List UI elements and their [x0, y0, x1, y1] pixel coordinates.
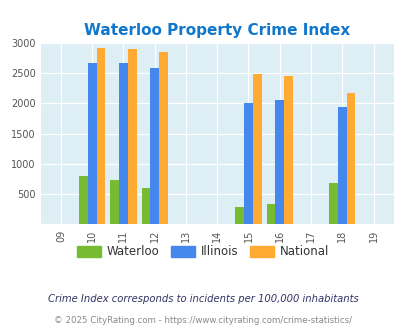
Bar	[243, 103, 252, 224]
Bar	[96, 48, 105, 224]
Bar	[284, 76, 292, 224]
Bar	[159, 52, 167, 224]
Bar	[79, 176, 87, 224]
Bar	[87, 63, 96, 224]
Text: © 2025 CityRating.com - https://www.cityrating.com/crime-statistics/: © 2025 CityRating.com - https://www.city…	[54, 316, 351, 325]
Bar	[346, 92, 354, 224]
Bar	[252, 74, 261, 224]
Legend: Waterloo, Illinois, National: Waterloo, Illinois, National	[72, 241, 333, 263]
Bar	[141, 188, 150, 224]
Bar	[119, 63, 128, 224]
Title: Waterloo Property Crime Index: Waterloo Property Crime Index	[84, 22, 350, 38]
Bar	[266, 204, 275, 224]
Bar	[110, 180, 119, 224]
Bar	[150, 68, 159, 224]
Text: Crime Index corresponds to incidents per 100,000 inhabitants: Crime Index corresponds to incidents per…	[47, 294, 358, 304]
Bar	[235, 207, 243, 224]
Bar	[337, 107, 346, 224]
Bar	[128, 49, 136, 224]
Bar	[275, 100, 284, 224]
Bar	[328, 183, 337, 224]
